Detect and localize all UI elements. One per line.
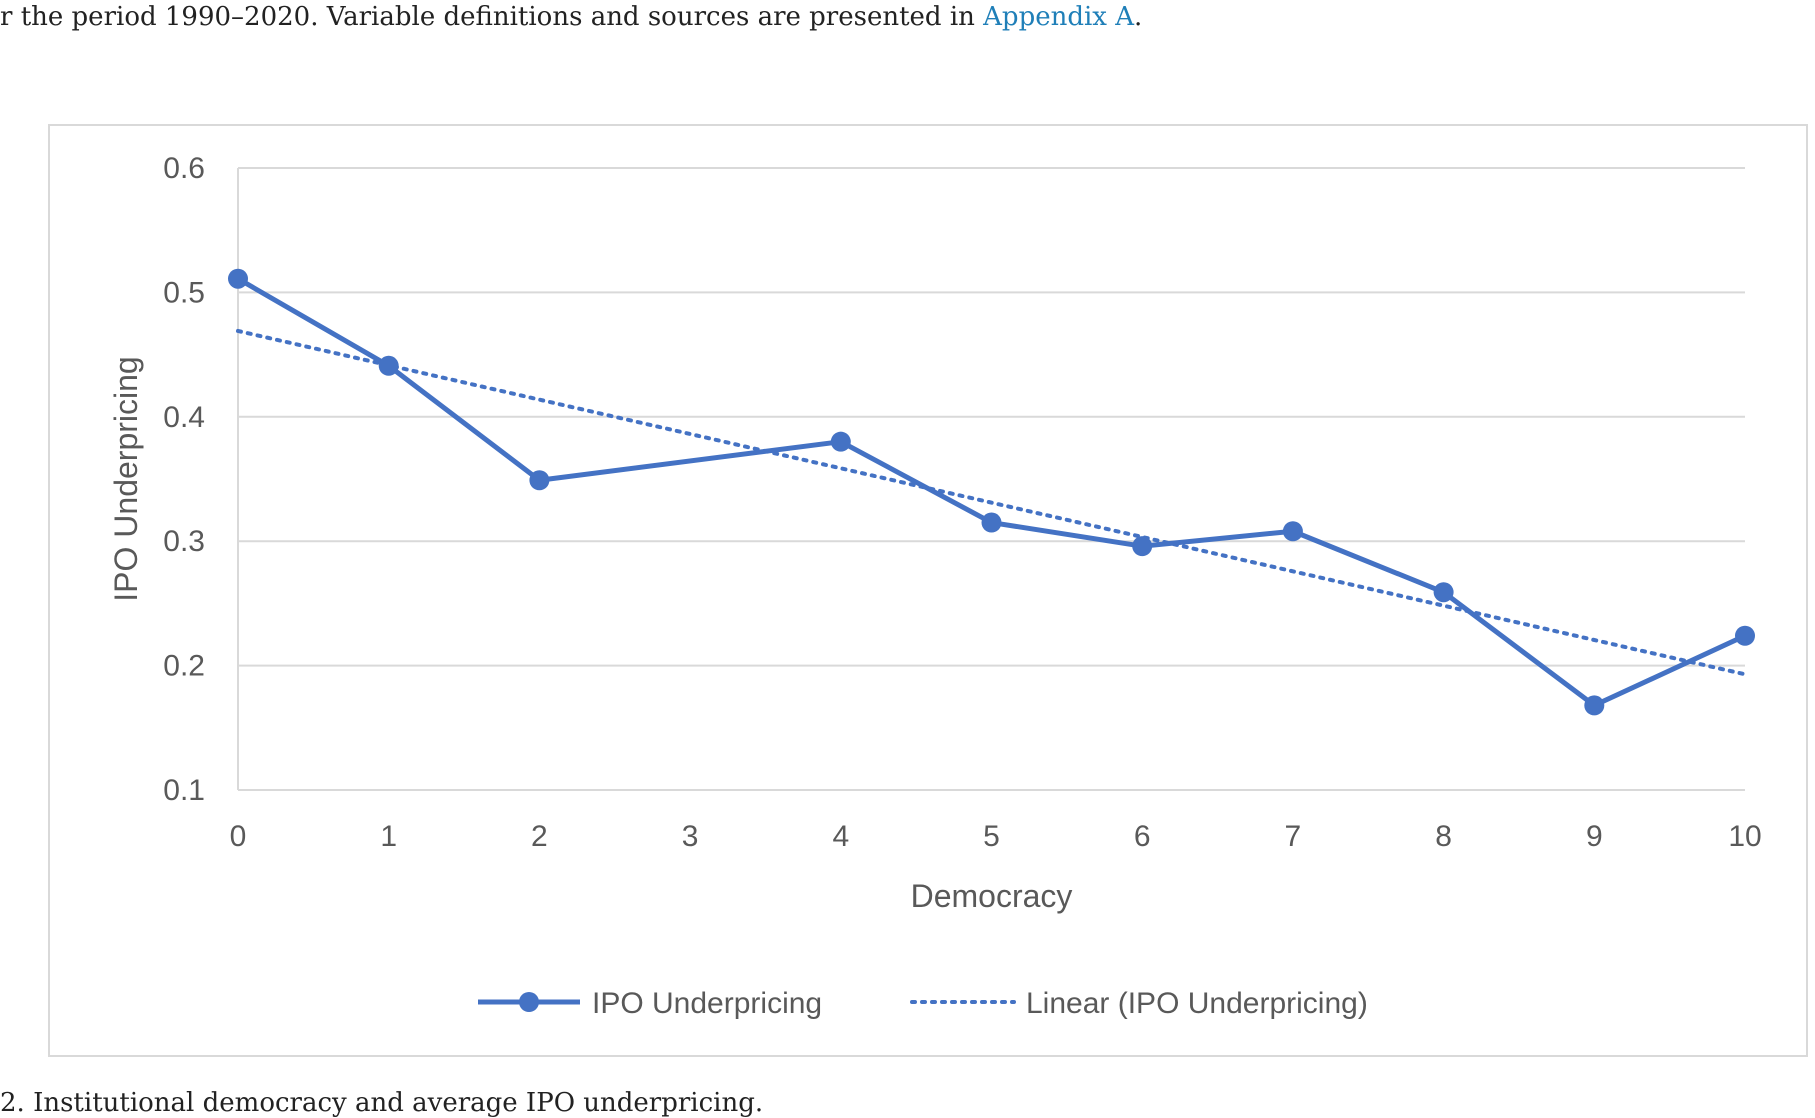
gridlines bbox=[237, 167, 1745, 791]
data-point bbox=[1282, 521, 1303, 542]
data-point bbox=[1735, 625, 1755, 646]
data-point bbox=[1433, 582, 1454, 603]
y-tick-label: 0.5 bbox=[163, 276, 205, 309]
legend-series-marker bbox=[519, 992, 539, 1012]
x-tick-label: 8 bbox=[1435, 820, 1452, 853]
data-point bbox=[529, 470, 550, 491]
x-axis-title: Democracy bbox=[911, 878, 1073, 914]
trendline-layer bbox=[236, 328, 1747, 677]
x-tick-label: 2 bbox=[531, 820, 548, 853]
x-tick-label: 0 bbox=[230, 820, 247, 853]
x-tick-label: 3 bbox=[682, 820, 699, 853]
y-tick-label: 0.1 bbox=[163, 774, 205, 807]
intro-text-end: . bbox=[1134, 2, 1143, 32]
y-axis-ticks: 0.1 0.2 0.3 0.4 0.5 0.6 bbox=[163, 152, 205, 807]
x-tick-label: 4 bbox=[832, 820, 849, 853]
data-point bbox=[830, 431, 851, 452]
series-line bbox=[236, 276, 1747, 708]
x-tick-label: 1 bbox=[380, 820, 397, 853]
legend-label-series: IPO Underpricing bbox=[592, 987, 822, 1020]
x-tick-label: 7 bbox=[1285, 820, 1302, 853]
y-tick-label: 0.2 bbox=[163, 650, 205, 683]
x-tick-label: 6 bbox=[1134, 820, 1151, 853]
intro-text-body: r the period 1990–2020. Variable definit… bbox=[0, 2, 984, 32]
data-point bbox=[378, 355, 399, 376]
y-axis-title: IPO Underpricing bbox=[108, 356, 144, 601]
data-point bbox=[228, 268, 248, 289]
chart-frame bbox=[48, 124, 1808, 1057]
data-point bbox=[1132, 536, 1153, 557]
figure-caption: 2. Institutional democracy and average I… bbox=[0, 1088, 764, 1118]
x-tick-label: 9 bbox=[1586, 820, 1603, 853]
data-point bbox=[1584, 695, 1605, 716]
legend-label-trendline: Linear (IPO Underpricing) bbox=[1026, 987, 1368, 1020]
data-point bbox=[981, 512, 1002, 533]
x-tick-label: 10 bbox=[1728, 820, 1761, 853]
x-tick-label: 5 bbox=[983, 820, 1000, 853]
appendix-link[interactable]: Appendix A bbox=[983, 2, 1135, 32]
series-layer bbox=[228, 268, 1755, 716]
intro-text: r the period 1990–2020. Variable definit… bbox=[0, 0, 1142, 34]
x-axis-ticks: 0 1 2 3 4 5 6 7 8 9 10 bbox=[230, 820, 1762, 853]
legend: IPO Underpricing Linear (IPO Underpricing… bbox=[478, 987, 1368, 1020]
trendline bbox=[236, 328, 1747, 677]
y-tick-label: 0.4 bbox=[163, 401, 205, 434]
y-tick-label: 0.6 bbox=[163, 152, 205, 185]
y-tick-label: 0.3 bbox=[163, 525, 205, 558]
